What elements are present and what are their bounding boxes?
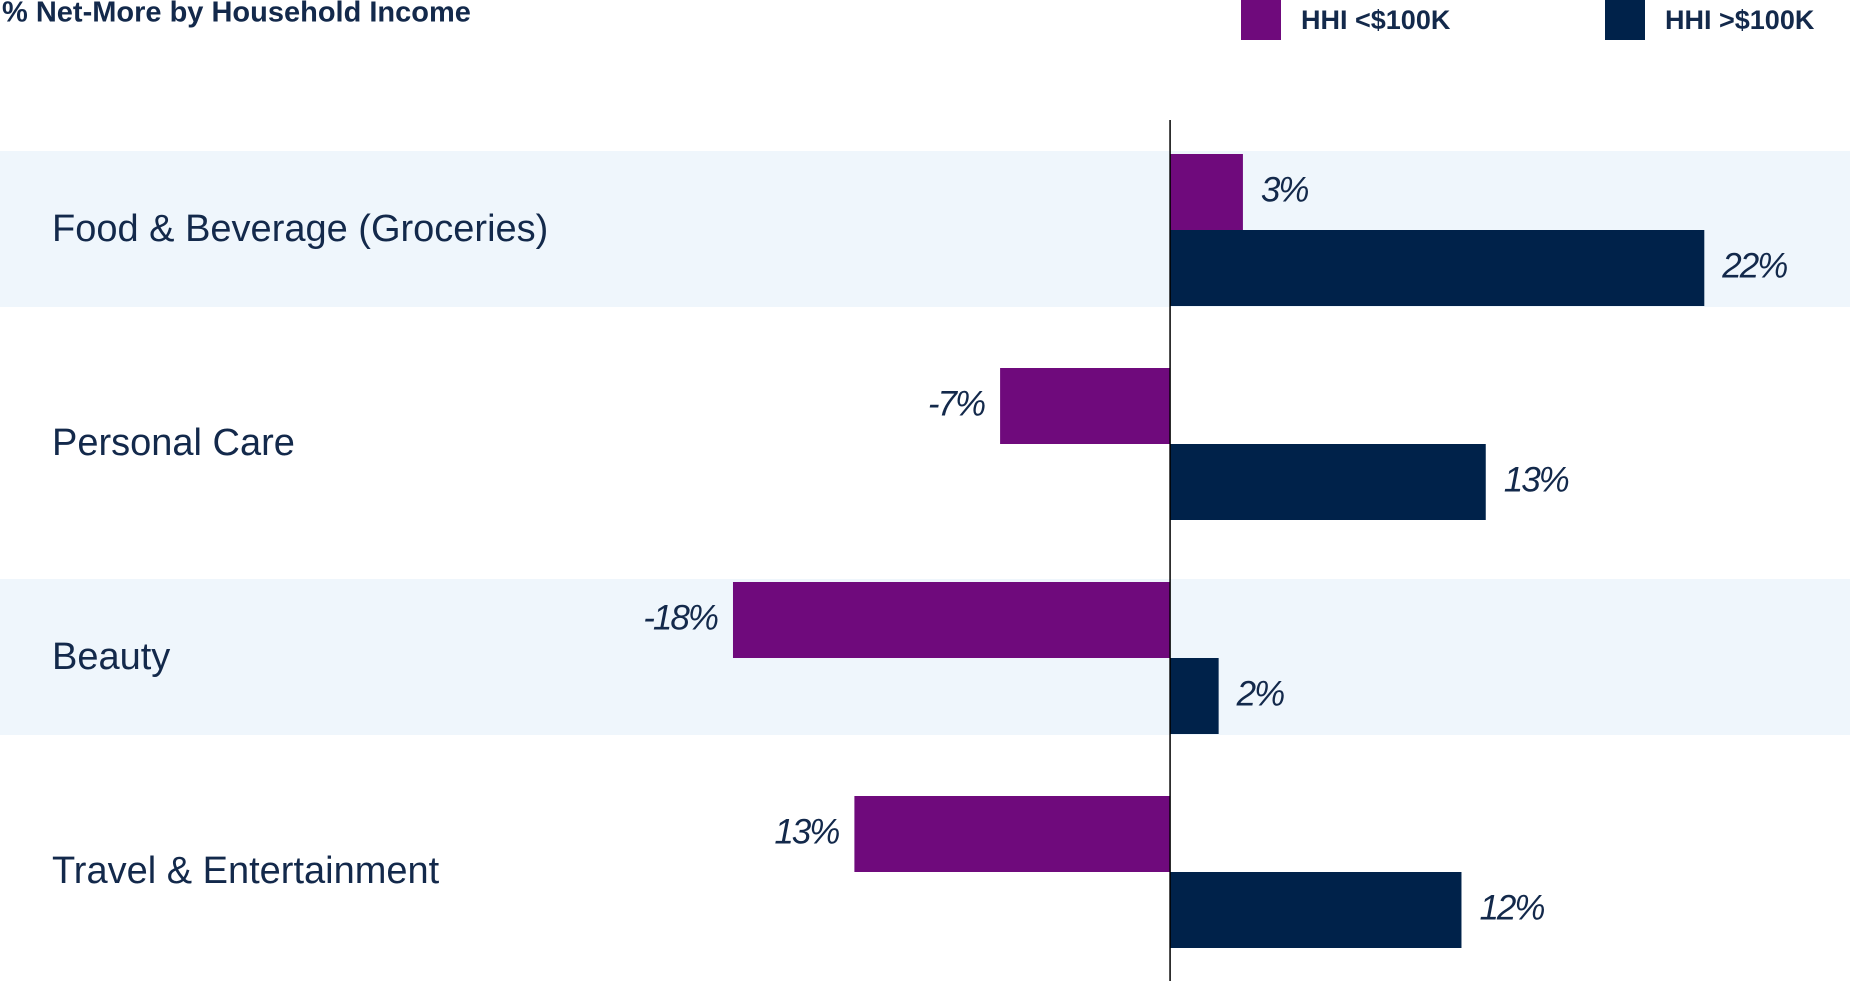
bar	[1170, 872, 1462, 948]
chart-title: % Net-More by Household Income	[2, 0, 471, 29]
legend-label: HHI >$100K	[1665, 5, 1815, 35]
category-label: Personal Care	[52, 422, 295, 464]
bar	[1170, 154, 1243, 230]
category-label: Beauty	[52, 636, 170, 678]
legend-swatch	[1605, 0, 1645, 40]
category-label: Travel & Entertainment	[52, 850, 440, 892]
bar	[854, 796, 1171, 872]
value-label: -18%	[643, 598, 718, 637]
value-label: 13%	[1504, 460, 1569, 499]
legend-swatch	[1241, 0, 1281, 40]
bar	[1170, 230, 1705, 306]
value-label: 13%	[774, 812, 839, 851]
value-label: 22%	[1721, 246, 1787, 285]
category-label: Food & Beverage (Groceries)	[52, 208, 548, 250]
bar	[732, 582, 1171, 658]
bar	[1170, 658, 1219, 734]
value-label: 12%	[1479, 888, 1544, 927]
bar	[1000, 368, 1171, 444]
value-label: -7%	[928, 384, 985, 423]
bar	[1170, 444, 1486, 520]
value-label: 3%	[1261, 170, 1308, 209]
legend-label: HHI <$100K	[1301, 5, 1451, 35]
value-label: 2%	[1236, 674, 1284, 713]
